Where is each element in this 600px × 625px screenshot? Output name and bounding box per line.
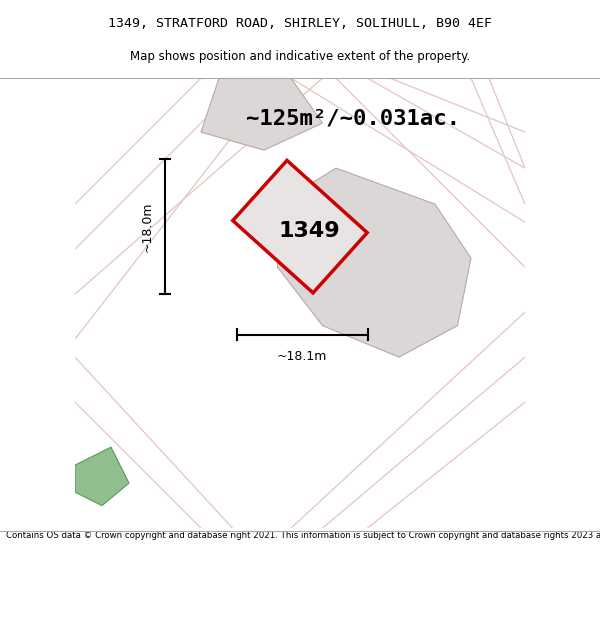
Polygon shape (75, 447, 129, 506)
Polygon shape (277, 168, 471, 357)
Text: Contains OS data © Crown copyright and database right 2021. This information is : Contains OS data © Crown copyright and d… (6, 531, 600, 540)
Text: ~18.1m: ~18.1m (277, 351, 328, 363)
Polygon shape (201, 78, 323, 150)
Text: 1349: 1349 (278, 221, 340, 241)
Text: ~18.0m: ~18.0m (141, 201, 154, 252)
Text: ~125m²/~0.031ac.: ~125m²/~0.031ac. (246, 109, 460, 129)
Text: Map shows position and indicative extent of the property.: Map shows position and indicative extent… (130, 50, 470, 62)
Polygon shape (233, 161, 367, 293)
Text: 1349, STRATFORD ROAD, SHIRLEY, SOLIHULL, B90 4EF: 1349, STRATFORD ROAD, SHIRLEY, SOLIHULL,… (108, 17, 492, 30)
